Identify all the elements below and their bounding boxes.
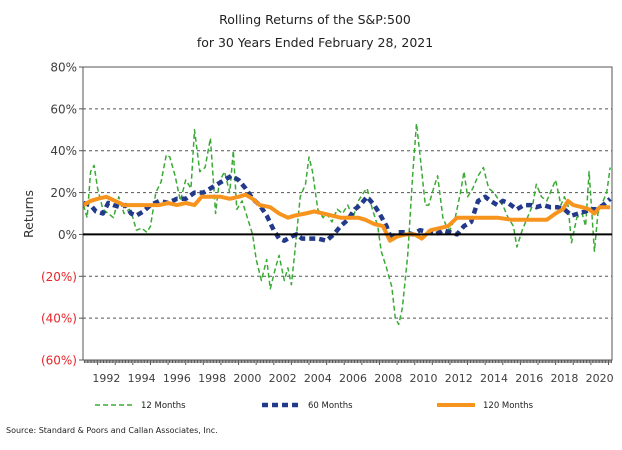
series-line-120-months [82,192,611,243]
x-tick-label: 2000 [233,372,261,385]
x-tick-label: 1996 [163,372,191,385]
series-line-12-months [82,122,611,326]
source-note: Source: Standard & Poors and Callan Asso… [6,426,218,435]
x-tick-label: 2008 [374,372,402,385]
chart-subtitle: for 30 Years Ended February 28, 2021 [197,35,433,50]
x-tick-label: 2014 [480,372,508,385]
x-tick-label: 2010 [410,372,438,385]
x-tick-label: 2006 [339,372,367,385]
x-tick-label: 1992 [92,372,120,385]
y-tick-label: 0% [58,228,77,242]
x-tick-label: 2016 [515,372,543,385]
chart-title: Rolling Returns of the S&P:500 [219,12,411,27]
x-tick-label: 2020 [586,372,614,385]
legend-label: 120 Months [483,401,534,411]
x-tick-label: 2018 [550,372,578,385]
legend: 12 Months 60 Months 120 Months [95,401,534,411]
y-tick-label: (60%) [41,354,77,368]
x-tick-label: 2002 [269,372,297,385]
y-tick-label: 80% [50,61,77,75]
y-tick-label: 20% [50,186,77,200]
x-tick-label: 2004 [304,372,332,385]
legend-label: 60 Months [308,401,353,411]
y-tick-label: 60% [50,102,77,116]
y-axis-label: Returns [21,190,36,238]
plot-frame [82,66,613,361]
x-tick-label: 2012 [445,372,473,385]
x-tick-label: 1998 [198,372,226,385]
y-tick-label: 40% [50,144,77,158]
y-tick-label: (40%) [41,312,77,326]
x-tick-label: 1994 [128,372,156,385]
legend-label: 12 Months [141,401,186,411]
y-tick-label: (20%) [41,270,77,284]
